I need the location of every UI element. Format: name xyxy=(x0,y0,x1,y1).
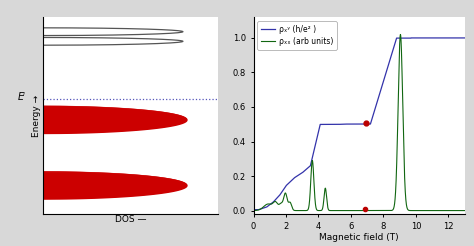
Text: Eⁱ: Eⁱ xyxy=(18,92,26,102)
ρₓʸ (h/e² ) xyxy=(419,36,424,39)
Line: ρₓₓ (arb units): ρₓₓ (arb units) xyxy=(254,34,465,211)
Legend: ρₓʸ (h/e² ), ρₓₓ (arb units): ρₓʸ (h/e² ), ρₓₓ (arb units) xyxy=(257,21,337,50)
ρₓʸ (h/e² ) xyxy=(251,208,256,211)
X-axis label: DOS —: DOS — xyxy=(115,215,146,224)
ρₓʸ (h/e² ) xyxy=(407,37,413,40)
X-axis label: Magnetic field (T): Magnetic field (T) xyxy=(319,233,399,243)
ρₓₓ (arb units) xyxy=(385,209,391,212)
ρₓₓ (arb units) xyxy=(462,209,467,212)
ρₓʸ (h/e² ) xyxy=(408,36,414,39)
Line: ρₓʸ (h/e² ): ρₓʸ (h/e² ) xyxy=(254,38,465,210)
ρₓʸ (h/e² ) xyxy=(462,36,467,39)
ρₓₓ (arb units) xyxy=(375,209,381,212)
ρₓₓ (arb units) xyxy=(251,209,256,212)
ρₓʸ (h/e² ) xyxy=(375,96,381,99)
ρₓₓ (arb units) xyxy=(327,209,333,212)
ρₓʸ (h/e² ) xyxy=(327,123,333,126)
ρₓₓ (arb units) xyxy=(407,209,413,212)
Y-axis label: Energy →: Energy → xyxy=(32,94,41,137)
ρₓₓ (arb units) xyxy=(419,209,424,212)
ρₓₓ (arb units) xyxy=(398,33,403,36)
ρₓʸ (h/e² ) xyxy=(261,206,267,209)
ρₓₓ (arb units) xyxy=(261,205,267,208)
ρₓʸ (h/e² ) xyxy=(385,66,391,69)
